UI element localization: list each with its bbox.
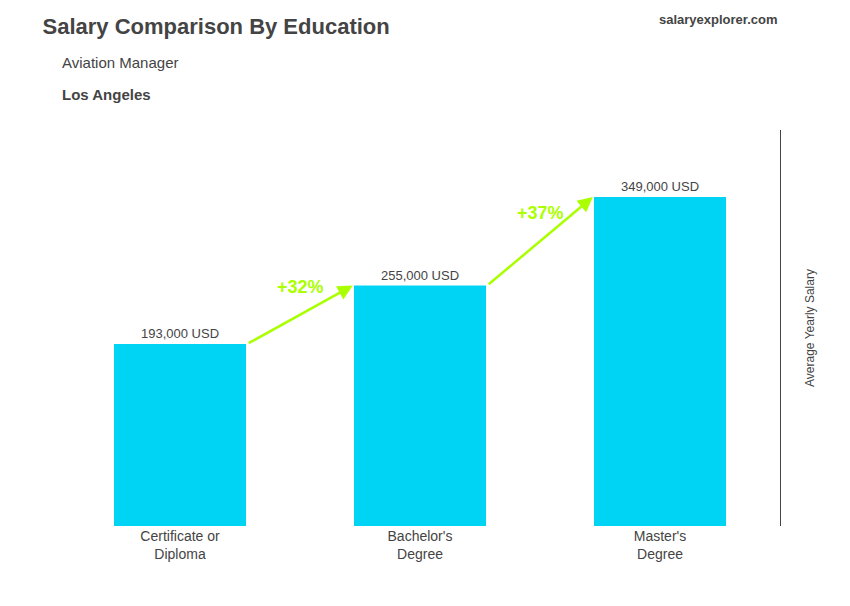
- svg-text:+32%: +32%: [277, 277, 324, 297]
- svg-text:193,000 USD: 193,000 USD: [141, 326, 219, 341]
- svg-text:Average Yearly Salary: Average Yearly Salary: [803, 269, 817, 387]
- svg-text:255,000 USD: 255,000 USD: [381, 268, 459, 283]
- svg-text:Certificate orDiploma: Certificate orDiploma: [140, 528, 220, 562]
- svg-text:Los Angeles: Los Angeles: [62, 86, 151, 103]
- svg-text:Bachelor'sDegree: Bachelor'sDegree: [388, 528, 453, 562]
- svg-text:salaryexplorer.com: salaryexplorer.com: [659, 12, 778, 27]
- svg-text:349,000 USD: 349,000 USD: [621, 179, 699, 194]
- svg-text:Salary Comparison By Education: Salary Comparison By Education: [43, 14, 390, 39]
- svg-text:Master'sDegree: Master'sDegree: [634, 528, 686, 562]
- svg-text:+37%: +37%: [517, 203, 564, 223]
- svg-text:Aviation Manager: Aviation Manager: [62, 54, 178, 71]
